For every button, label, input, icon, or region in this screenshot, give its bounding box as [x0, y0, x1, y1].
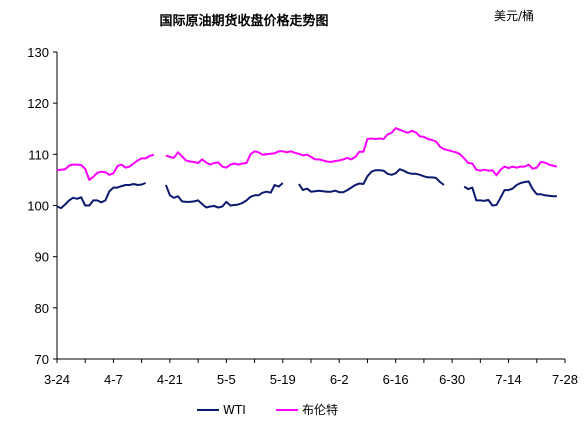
- series-line-wti: [298, 168, 445, 194]
- y-tick-label: 90: [35, 250, 49, 265]
- y-axis-ticks: 70 80 90 100 110 120 130: [27, 45, 57, 367]
- series-line-wti: [164, 182, 284, 209]
- chart-title: 国际原油期货收盘价格走势图: [159, 13, 328, 29]
- x-tick-label: 3-24: [44, 372, 70, 387]
- legend: WTI 布伦特: [197, 402, 338, 417]
- x-tick-label: 4-7: [104, 372, 123, 387]
- legend-label-brent: 布伦特: [302, 402, 338, 417]
- legend-label-wti: WTI: [223, 403, 246, 417]
- x-tick-label: 5-5: [217, 372, 236, 387]
- x-tick-label: 5-19: [270, 372, 296, 387]
- x-tick-label: 4-21: [157, 372, 183, 387]
- x-tick-label: 6-16: [383, 372, 409, 387]
- series-line-wti: [56, 182, 147, 210]
- x-tick-label: 6-2: [330, 372, 349, 387]
- series-lines: [56, 127, 558, 210]
- y-tick-label: 110: [28, 147, 49, 162]
- series-line-brent: [56, 153, 155, 181]
- y-tick-label: 120: [27, 96, 49, 111]
- series-line-brent: [165, 127, 558, 177]
- x-tick-label: 7-14: [496, 372, 522, 387]
- series-line-wti: [463, 180, 557, 207]
- y-tick-label: 70: [35, 352, 49, 367]
- x-tick-label: 7-28: [552, 372, 578, 387]
- unit-label: 美元/桶: [494, 8, 534, 23]
- y-tick-label: 100: [27, 199, 49, 214]
- x-tick-label: 6-30: [439, 372, 465, 387]
- y-tick-label: 80: [35, 301, 49, 316]
- x-axis-ticks: 3-24 4-7 4-21 5-5 5-19 6-2 6-16 6-30 7-14 7-28: [44, 359, 578, 387]
- y-tick-label: 130: [27, 45, 49, 60]
